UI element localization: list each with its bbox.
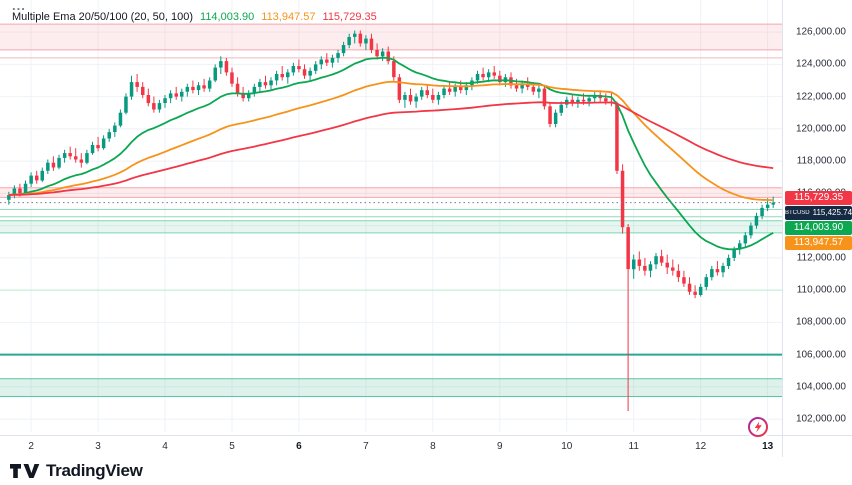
time-axis-label: 11 — [628, 441, 639, 452]
tag-price-value: 115,425.74 — [812, 207, 852, 217]
price-tick-label: 124,000.00 — [795, 58, 846, 70]
time-axis-label: 6 — [296, 441, 302, 452]
price-tick-label: 104,000.00 — [795, 381, 846, 393]
time-axis-label: 9 — [497, 441, 503, 452]
price-tag: 114,003.90 — [785, 220, 852, 235]
time-axis-label: 10 — [561, 441, 573, 452]
legend-more-menu-icon[interactable]: ... — [12, 0, 26, 13]
time-axis-label: 12 — [695, 441, 707, 452]
candles-layer — [7, 30, 775, 411]
time-axis-label: 7 — [363, 441, 369, 452]
time-axis-label: 5 — [229, 441, 235, 452]
footer: TradingView — [0, 457, 852, 485]
instant-order-button[interactable] — [746, 415, 770, 439]
time-axis[interactable]: 2 3 4 5 6 7 8 9 10 11 12 13 — [0, 435, 782, 458]
tradingview-logo-icon — [10, 464, 40, 478]
chart-canvas[interactable] — [0, 0, 782, 435]
time-axis-label: 13 — [762, 441, 774, 452]
price-tick-label: 110,000.00 — [796, 284, 846, 296]
price-tag: 113,947.57 — [785, 235, 852, 250]
price-tick-label: 118,000.00 — [796, 155, 846, 167]
tag-price-value: 114,003.90 — [793, 221, 844, 233]
ema-line-20 — [8, 56, 774, 251]
indicator-title: Multiple Ema 20/50/100 (20, 50, 100) — [12, 11, 194, 23]
price-zone — [0, 378, 782, 397]
lightning-clock-icon — [748, 417, 768, 437]
tradingview-logo[interactable]: TradingView — [10, 461, 143, 481]
support-resistance-layer — [0, 23, 782, 397]
time-axis-label: 3 — [95, 441, 101, 452]
price-zone — [0, 24, 782, 50]
price-tick-label: 122,000.00 — [795, 91, 846, 103]
symbol-last-price-tag: BTCUSD 115,425.74 — [785, 205, 852, 220]
indicator-legend-row[interactable]: Multiple Ema 20/50/100 (20, 50, 100) 114… — [12, 11, 377, 23]
legend-ema50-value: 113,947.57 — [261, 11, 316, 23]
price-tick-label: 108,000.00 — [795, 316, 846, 328]
axis-corner — [782, 435, 852, 458]
legend-ema20-value: 114,003.90 — [200, 11, 255, 23]
price-zone — [0, 220, 782, 233]
grid-layer — [0, 0, 782, 432]
ema-line-50 — [8, 80, 774, 201]
indicator-legend: ... Multiple Ema 20/50/100 (20, 50, 100)… — [12, 0, 377, 23]
price-tick-label: 120,000.00 — [795, 123, 846, 135]
tag-price-value: 115,729.35 — [793, 191, 844, 203]
price-tick-label: 106,000.00 — [795, 349, 846, 361]
time-axis-label: 2 — [28, 441, 34, 452]
price-tick-label: 112,000.00 — [796, 252, 846, 264]
time-axis-label: 8 — [430, 441, 436, 452]
price-tick-label: 102,000.00 — [795, 413, 846, 425]
ema-layer — [8, 56, 774, 251]
price-axis[interactable]: 126,000.00 124,000.00 122,000.00 120,000.00… — [782, 0, 852, 435]
price-zone — [0, 187, 782, 198]
time-axis-label: 4 — [162, 441, 168, 452]
price-tag: 115,729.35 — [785, 190, 852, 205]
tradingview-logo-text: TradingView — [46, 461, 143, 480]
price-tick-label: 126,000.00 — [795, 26, 846, 38]
tag-price-value: 113,947.57 — [793, 236, 844, 248]
ema-line-100 — [8, 101, 774, 196]
symbol-label: BTCUSD — [785, 209, 810, 216]
legend-ema100-value: 115,729.35 — [322, 11, 377, 23]
